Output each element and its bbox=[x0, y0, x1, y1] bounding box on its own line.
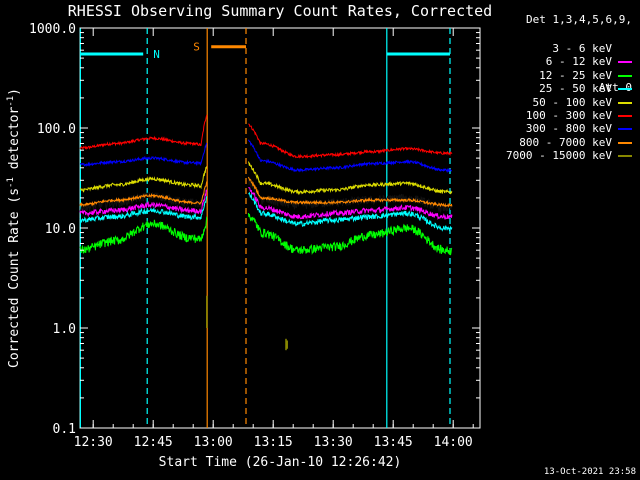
series-line bbox=[79, 196, 208, 223]
legend-item: 12 - 25 keV bbox=[539, 68, 632, 82]
x-tick-label: 13:15 bbox=[254, 435, 293, 450]
legend-swatch bbox=[618, 141, 632, 144]
legend-item: 50 - 100 keV bbox=[532, 95, 632, 109]
detector-list: Det 1,3,4,5,6,9, bbox=[526, 13, 632, 26]
legend-item-label: 800 - 7000 keV bbox=[519, 135, 612, 149]
series-line bbox=[79, 114, 208, 151]
series-line bbox=[247, 212, 453, 256]
n-flag-label: N bbox=[153, 48, 160, 61]
x-tick-label: 12:45 bbox=[134, 435, 173, 450]
series-line bbox=[247, 139, 453, 174]
flag-bars: NS bbox=[80, 41, 450, 61]
legend-swatch bbox=[618, 128, 632, 131]
y-tick-label: 1.0 bbox=[53, 322, 76, 337]
legend-item-label: 25 - 50 keV bbox=[539, 82, 612, 96]
y-tick-label: 10.0 bbox=[45, 222, 76, 237]
legend-swatch bbox=[618, 101, 632, 104]
y-axis-label-exponent: -1 bbox=[5, 177, 16, 188]
y-tick-label: 0.1 bbox=[53, 422, 76, 437]
series-line bbox=[79, 182, 208, 213]
series-line bbox=[248, 187, 453, 220]
legend-item: 7000 - 15000 keV bbox=[506, 149, 632, 163]
attenuator-state: Att 0 bbox=[598, 81, 632, 94]
s-flag-label: S bbox=[193, 41, 200, 54]
x-tick-label: 13:30 bbox=[314, 435, 353, 450]
y-tick-label: 100.0 bbox=[37, 122, 76, 137]
series-line bbox=[79, 216, 208, 254]
y-axis-label-mid: detector bbox=[7, 106, 23, 178]
timestamp: 13-Oct-2021 23:58 bbox=[543, 467, 636, 477]
series-line bbox=[247, 176, 453, 214]
series-line bbox=[248, 123, 453, 159]
legend-item-label: 7000 - 15000 keV bbox=[506, 149, 612, 163]
series-line bbox=[79, 142, 208, 168]
x-tick-label: 13:45 bbox=[374, 435, 413, 450]
series-line bbox=[248, 191, 453, 232]
axis-ticks: 12:30 12:45 13:00 13:15 13:30 13:45 14:00 0.1 1.… bbox=[29, 22, 480, 450]
series-line bbox=[247, 176, 453, 208]
legend-item: 3 - 6 keV bbox=[552, 42, 632, 55]
y-axis-label: Corrected Count Rate (s-1 detector-1) bbox=[6, 88, 22, 368]
y-tick-label: 1000.0 bbox=[29, 22, 76, 37]
legend-swatch bbox=[618, 155, 632, 158]
x-axis-label: Start Time (26-Jan-10 12:26:42) bbox=[158, 455, 402, 470]
legend-item-label: 6 - 12 keV bbox=[545, 55, 612, 69]
legend-item-label: 300 - 800 keV bbox=[525, 122, 612, 136]
legend-item: 300 - 800 keV bbox=[525, 122, 632, 136]
series-line bbox=[79, 181, 208, 208]
legend-swatch bbox=[618, 48, 632, 50]
legend-item: 25 - 50 keV bbox=[539, 82, 632, 96]
legend-swatch bbox=[618, 115, 632, 117]
series-line bbox=[247, 161, 453, 196]
legend-item: 100 - 300 keV bbox=[525, 109, 632, 122]
legend-item-label: 12 - 25 keV bbox=[539, 68, 612, 82]
legend-item-label: 50 - 100 keV bbox=[532, 95, 612, 109]
x-tick-label: 12:30 bbox=[74, 435, 113, 450]
series-line bbox=[79, 189, 208, 218]
x-tick-label: 13:00 bbox=[194, 435, 233, 450]
legend-item: 6 - 12 keV bbox=[545, 55, 632, 69]
legend-item-label: 100 - 300 keV bbox=[525, 109, 612, 122]
legend-item: 800 - 7000 keV bbox=[519, 135, 632, 149]
y-axis-label-exponent-2: -1 bbox=[5, 95, 16, 107]
x-tick-label: 14:00 bbox=[434, 435, 473, 450]
series-line bbox=[79, 166, 208, 193]
chart-title: RHESSI Observing Summary Count Rates, Co… bbox=[67, 2, 493, 20]
legend-swatch bbox=[618, 88, 632, 91]
y-axis-label-main: Corrected Count Rate (s bbox=[7, 187, 23, 368]
series-group bbox=[79, 114, 453, 351]
y-axis-label-end: ) bbox=[7, 88, 23, 96]
legend-swatch bbox=[618, 74, 632, 77]
legend-swatch bbox=[618, 61, 632, 64]
legend-item-label: 3 - 6 keV bbox=[552, 42, 612, 55]
